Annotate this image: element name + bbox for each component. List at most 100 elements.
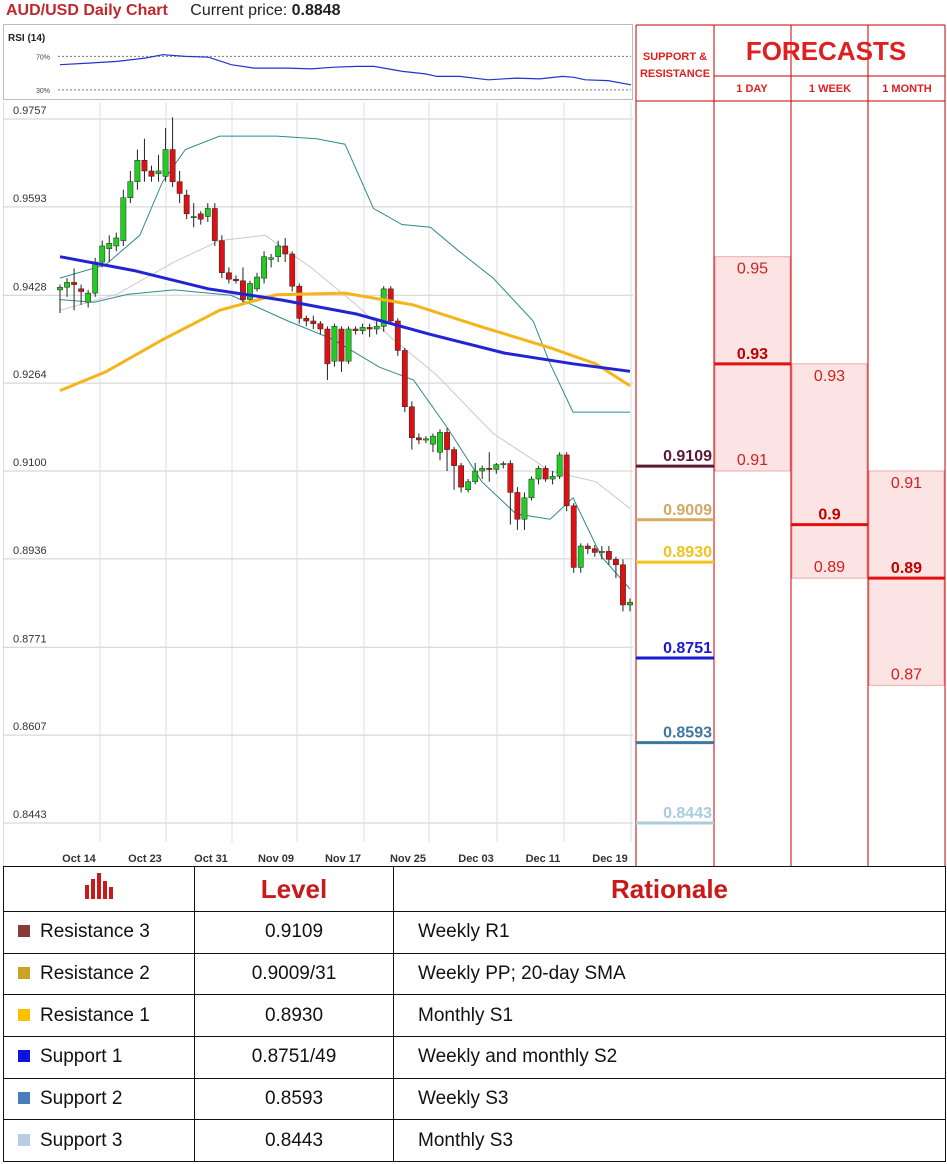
bollinger-lower-line [59,289,631,590]
x-tick-label: Oct 14 [62,853,97,865]
sr-level-value: 0.9009 [663,502,712,519]
bollinger-middle-line [59,234,631,509]
x-tick-label: Nov 25 [390,853,426,865]
candle [373,320,380,335]
level-color-swatch [18,1133,30,1146]
levels-table-row: Resistance 3 0.9109 Weekly R1 [3,911,946,954]
candle [577,543,584,573]
candle [282,237,289,263]
level-value: 0.8443 [194,1119,394,1162]
candle [627,598,633,612]
levels-table-row: Support 2 0.8593 Weekly S3 [3,1077,946,1121]
levels-table-row: Support 1 0.8751/49 Weekly and monthly S2 [3,1035,946,1079]
levels-table-header: Level Rationale [3,866,946,912]
forecast-column-header: 1 WEEK [809,83,851,95]
level-rationale: Weekly S3 [393,1077,946,1121]
candle [233,275,239,284]
candle [563,452,570,512]
candle [226,267,232,284]
candle [78,284,84,305]
y-tick-label: 0.9264 [13,369,47,381]
forecast-low-value: 0.91 [737,452,768,469]
candle [57,284,63,313]
candle [85,289,92,308]
level-color-swatch [18,1008,30,1021]
bar-chart-icon [3,866,195,912]
forecasts-title: FORECASTS [746,36,906,66]
level-name: Support 2 [3,1077,195,1121]
candle [190,203,197,228]
candle [408,401,415,450]
candle [211,203,218,246]
candle [120,189,127,246]
candle [542,465,549,482]
levels-table: Level Rationale Resistance 3 0.9109 Weekly… [3,866,946,1162]
candle [99,240,106,268]
candle [458,462,465,493]
candle [183,189,190,220]
candle [317,320,324,335]
candle [570,503,577,573]
sr-header-line1: SUPPORT & [643,51,707,63]
candle [176,170,183,204]
current-price-value: 0.8848 [291,2,341,19]
candle [514,487,521,530]
candle [71,268,77,311]
candle [338,326,345,372]
candle [345,326,352,364]
x-tick-label: Dec 11 [526,853,561,865]
forecast-high-value: 0.95 [737,261,768,278]
candle [620,559,626,612]
bollinger-upper-line [59,135,630,413]
candle [127,170,134,204]
candle [430,433,436,453]
level-color-swatch [18,966,30,979]
rsi-label: RSI (14) [8,33,45,44]
forecast-mid-value: 0.89 [891,560,922,577]
candle [261,251,267,284]
forecast-low-value: 0.89 [814,559,845,576]
forecast-column-header: 1 DAY [736,83,768,95]
candle [331,323,338,367]
forecast-low-value: 0.87 [891,666,922,683]
candle [444,428,450,471]
level-value: 0.8930 [194,994,394,1037]
forecast-column-header: 1 MONTH [882,83,932,95]
candle [472,462,479,485]
candle [289,251,296,292]
candle [479,465,486,480]
candle [113,232,120,252]
candle [310,315,317,330]
candle [507,460,514,525]
x-tick-label: Dec 19 [592,853,627,865]
level-rationale: Monthly S1 [393,994,946,1037]
candle [613,556,619,579]
level-name: Resistance 3 [3,911,195,954]
levels-table-row: Resistance 1 0.8930 Monthly S1 [3,994,946,1037]
candle [64,278,70,297]
candle [275,240,282,263]
candle [134,149,141,190]
level-color-swatch [18,925,30,938]
candle [303,315,310,327]
y-tick-label: 0.8771 [13,633,47,645]
level-color-swatch [18,1091,30,1104]
candle [493,462,500,474]
level-value: 0.8751/49 [194,1035,394,1079]
candle [324,326,331,380]
current-price-label: Current price: [190,2,288,19]
chart-title: AUD/USD Daily Chart [6,2,168,19]
candle [401,347,408,413]
candle [465,479,472,493]
candle [247,280,253,303]
candle [423,436,429,444]
x-tick-label: Nov 17 [325,853,361,865]
candle [359,323,366,335]
price-chart: 0.9757 0.9593 0.9428 0.9264 0.9100 0.8936 0.87… [3,102,635,866]
forecast-mid-value: 0.93 [737,346,768,363]
forecast-mid-value: 0.9 [818,507,840,524]
candle [535,465,542,485]
y-tick-label: 0.9428 [13,281,47,293]
x-tick-label: Oct 23 [128,853,162,865]
forecast-high-value: 0.93 [814,368,845,385]
